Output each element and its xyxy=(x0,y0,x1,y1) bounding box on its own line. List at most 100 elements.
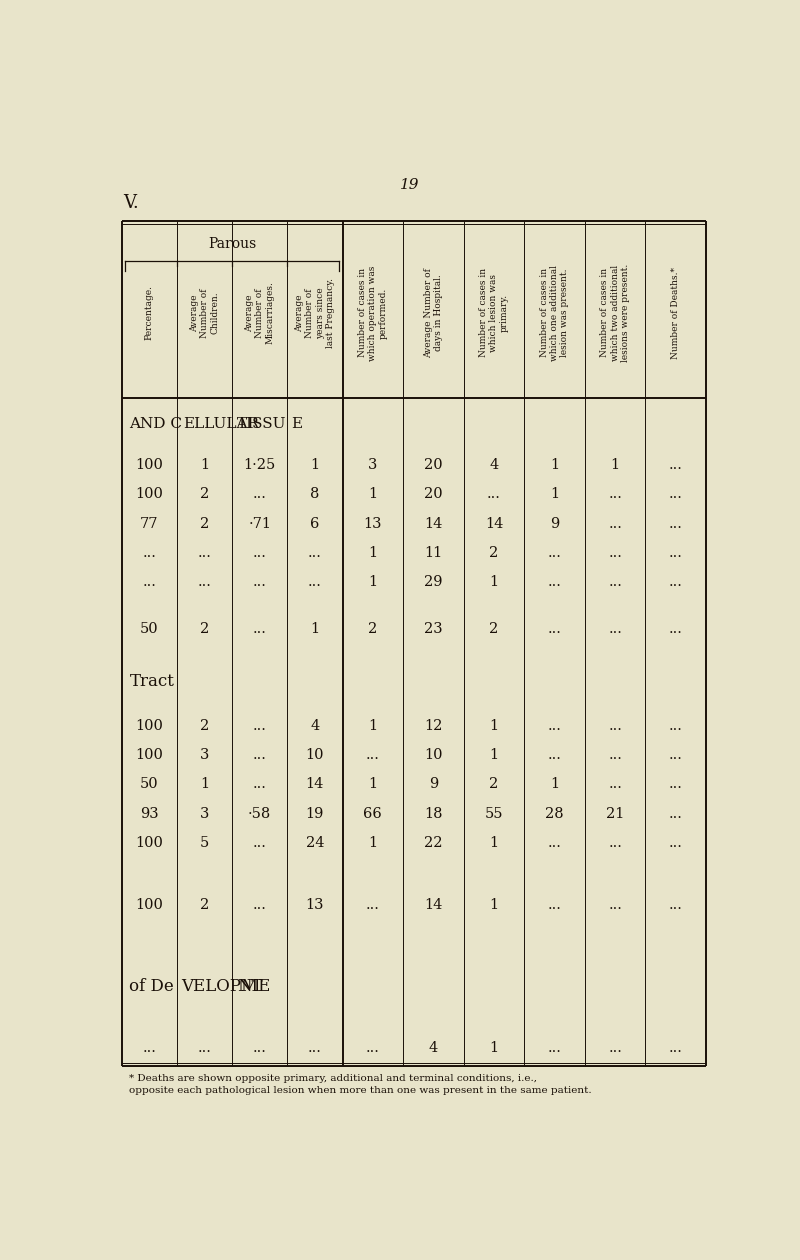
Text: 14: 14 xyxy=(306,777,324,791)
Text: 2: 2 xyxy=(200,719,209,733)
Text: 1: 1 xyxy=(368,546,378,559)
Text: 1: 1 xyxy=(490,897,498,912)
Text: ...: ... xyxy=(608,748,622,762)
Text: ...: ... xyxy=(366,1041,380,1055)
Text: 14: 14 xyxy=(485,517,503,530)
Text: 28: 28 xyxy=(546,806,564,820)
Text: Number of cases in
which operation was
performed.: Number of cases in which operation was p… xyxy=(358,265,388,360)
Text: ...: ... xyxy=(608,546,622,559)
Text: 9: 9 xyxy=(550,517,559,530)
Text: 50: 50 xyxy=(140,777,158,791)
Text: 1: 1 xyxy=(310,622,319,636)
Text: ...: ... xyxy=(198,546,211,559)
Text: ...: ... xyxy=(669,897,682,912)
Text: Number of cases in
which lesion was
primary.: Number of cases in which lesion was prim… xyxy=(479,268,509,358)
Text: ...: ... xyxy=(366,897,380,912)
Text: ...: ... xyxy=(608,622,622,636)
Text: Number of cases in
which two additional
lesions were present.: Number of cases in which two additional … xyxy=(600,263,630,362)
Text: 10: 10 xyxy=(306,748,324,762)
Text: 20: 20 xyxy=(424,488,442,501)
Text: 1: 1 xyxy=(550,457,559,472)
Text: 1: 1 xyxy=(490,576,498,590)
Text: ...: ... xyxy=(548,837,562,851)
Text: Average
Number of
Children.: Average Number of Children. xyxy=(190,289,219,338)
Text: ...: ... xyxy=(308,576,322,590)
Text: ...: ... xyxy=(198,576,211,590)
Text: E: E xyxy=(291,417,302,431)
Text: ...: ... xyxy=(253,719,266,733)
Text: 50: 50 xyxy=(140,622,158,636)
Text: ...: ... xyxy=(366,748,380,762)
Text: 1: 1 xyxy=(550,777,559,791)
Text: ...: ... xyxy=(608,777,622,791)
Text: 23: 23 xyxy=(424,622,442,636)
Text: 22: 22 xyxy=(424,837,442,851)
Text: ...: ... xyxy=(669,777,682,791)
Text: 4: 4 xyxy=(310,719,319,733)
Text: 1: 1 xyxy=(490,719,498,733)
Text: 2: 2 xyxy=(490,777,498,791)
Text: Average
Number of
Miscarriages.: Average Number of Miscarriages. xyxy=(245,281,274,344)
Text: ...: ... xyxy=(669,576,682,590)
Text: ...: ... xyxy=(608,1041,622,1055)
Text: 1: 1 xyxy=(368,719,378,733)
Text: ...: ... xyxy=(669,622,682,636)
Text: 29: 29 xyxy=(424,576,442,590)
Text: 66: 66 xyxy=(363,806,382,820)
Text: ...: ... xyxy=(548,1041,562,1055)
Text: 1: 1 xyxy=(368,488,378,501)
Text: 1: 1 xyxy=(490,1041,498,1055)
Text: 100: 100 xyxy=(135,488,163,501)
Text: ...: ... xyxy=(669,719,682,733)
Text: 9: 9 xyxy=(429,777,438,791)
Text: 13: 13 xyxy=(363,517,382,530)
Text: ...: ... xyxy=(608,517,622,530)
Text: 2: 2 xyxy=(200,488,209,501)
Text: 1: 1 xyxy=(550,488,559,501)
Text: ...: ... xyxy=(548,576,562,590)
Text: 1: 1 xyxy=(368,576,378,590)
Text: ...: ... xyxy=(253,622,266,636)
Text: 19: 19 xyxy=(306,806,324,820)
Text: of De: of De xyxy=(130,978,174,995)
Text: ...: ... xyxy=(548,748,562,762)
Text: ...: ... xyxy=(548,546,562,559)
Text: ...: ... xyxy=(253,576,266,590)
Text: 2: 2 xyxy=(490,546,498,559)
Text: 1: 1 xyxy=(490,837,498,851)
Text: 4: 4 xyxy=(429,1041,438,1055)
Text: 55: 55 xyxy=(485,806,503,820)
Text: 11: 11 xyxy=(424,546,442,559)
Text: 1: 1 xyxy=(610,457,620,472)
Text: 77: 77 xyxy=(140,517,158,530)
Text: ...: ... xyxy=(669,457,682,472)
Text: 19: 19 xyxy=(400,178,420,193)
Text: AND C: AND C xyxy=(130,417,182,431)
Text: ...: ... xyxy=(608,719,622,733)
Text: 18: 18 xyxy=(424,806,442,820)
Text: 100: 100 xyxy=(135,837,163,851)
Text: 24: 24 xyxy=(306,837,324,851)
Text: ...: ... xyxy=(669,748,682,762)
Text: 6: 6 xyxy=(310,517,320,530)
Text: TISSU: TISSU xyxy=(237,417,286,431)
Text: 1·25: 1·25 xyxy=(243,457,276,472)
Text: ...: ... xyxy=(253,1041,266,1055)
Text: 20: 20 xyxy=(424,457,442,472)
Text: 21: 21 xyxy=(606,806,624,820)
Text: VELOPME: VELOPME xyxy=(182,978,271,995)
Text: 10: 10 xyxy=(424,748,442,762)
Text: 1: 1 xyxy=(368,837,378,851)
Text: 1: 1 xyxy=(310,457,319,472)
Text: ...: ... xyxy=(548,719,562,733)
Text: Parous: Parous xyxy=(208,237,256,252)
Text: ...: ... xyxy=(669,546,682,559)
Text: * Deaths are shown opposite primary, additional and terminal conditions, i.e.,
o: * Deaths are shown opposite primary, add… xyxy=(130,1074,592,1095)
Text: 1: 1 xyxy=(490,748,498,762)
Text: Average
Number of
years since
last Pregnancy.: Average Number of years since last Pregn… xyxy=(295,278,335,348)
Text: 100: 100 xyxy=(135,457,163,472)
Text: ...: ... xyxy=(548,897,562,912)
Text: 100: 100 xyxy=(135,897,163,912)
Text: ...: ... xyxy=(608,837,622,851)
Text: 3: 3 xyxy=(368,457,378,472)
